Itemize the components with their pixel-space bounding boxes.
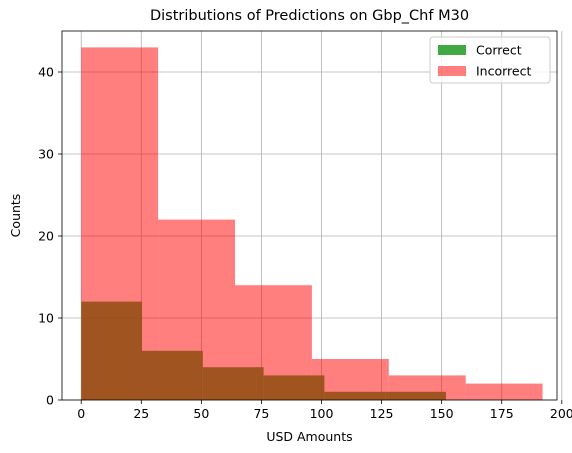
y-axis-ticks: 0 10 20 30 40 xyxy=(38,65,62,408)
incorrect-bar xyxy=(388,375,466,400)
plot-frame xyxy=(61,30,558,401)
y-axis-label: Counts xyxy=(8,194,23,238)
incorrect-bar xyxy=(81,47,159,401)
y-tick-label: 10 xyxy=(38,311,54,326)
incorrect-bar xyxy=(465,383,543,400)
x-tick-label: 25 xyxy=(133,406,149,421)
x-tick-label: 150 xyxy=(430,406,454,421)
x-tick-label: 175 xyxy=(490,406,514,421)
x-tick-label: 0 xyxy=(77,406,85,421)
legend-label-incorrect: Incorrect xyxy=(476,64,531,79)
chart-title: Distributions of Predictions on Gbp_Chf … xyxy=(150,8,469,24)
y-tick-label: 0 xyxy=(46,393,54,408)
x-axis-ticks: 0 25 50 75 100 125 150 175 200 xyxy=(77,400,572,421)
y-tick-label: 20 xyxy=(38,229,54,244)
x-tick-label: 75 xyxy=(253,406,269,421)
y-tick-label: 40 xyxy=(38,65,54,80)
legend-swatch-incorrect xyxy=(438,66,466,76)
x-tick-label: 50 xyxy=(193,406,209,421)
incorrect-bar xyxy=(158,219,236,400)
legend-swatch-correct xyxy=(438,45,466,55)
incorrect-bar xyxy=(311,359,389,400)
x-tick-label: 125 xyxy=(370,406,394,421)
y-tick-label: 30 xyxy=(38,147,54,162)
legend-label-correct: Correct xyxy=(476,43,522,58)
incorrect-bar xyxy=(235,285,312,400)
legend: Correct Incorrect xyxy=(429,36,551,84)
x-tick-label: 200 xyxy=(550,406,572,421)
x-axis-label: USD Amounts xyxy=(266,429,352,444)
x-tick-label: 100 xyxy=(310,406,334,421)
bars xyxy=(81,47,543,401)
